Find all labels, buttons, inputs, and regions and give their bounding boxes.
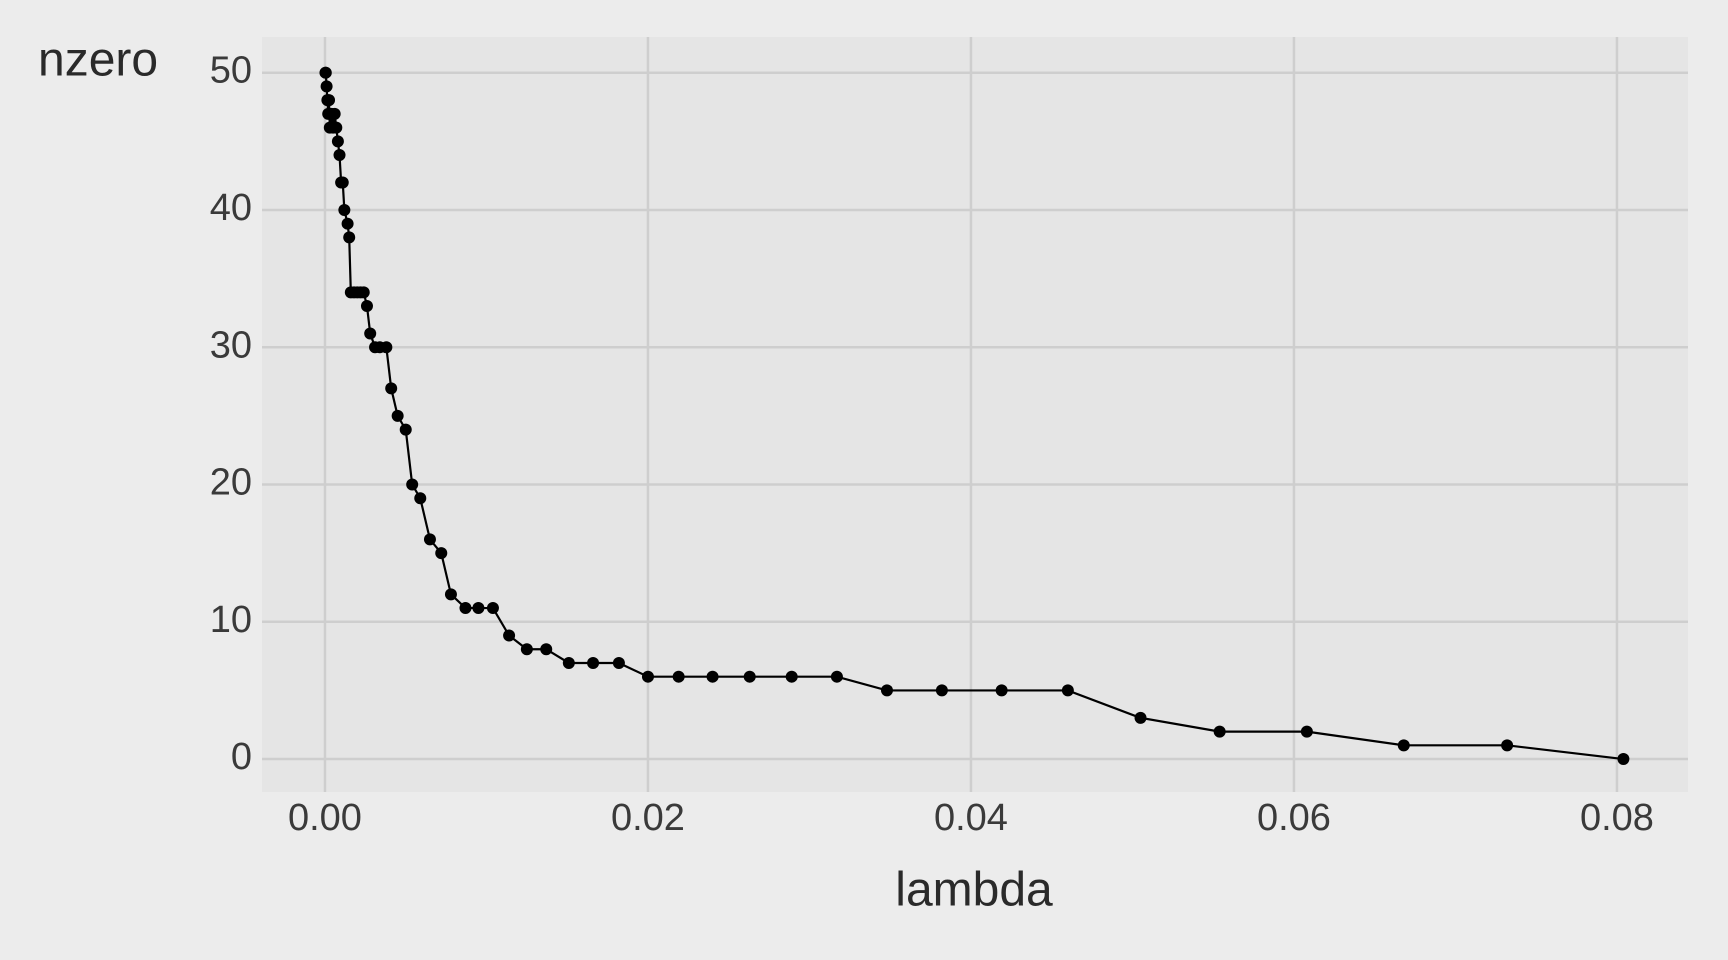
data-point bbox=[423, 533, 436, 546]
y-tick-label: 10 bbox=[210, 599, 252, 641]
y-tick-label: 0 bbox=[231, 736, 252, 778]
data-point bbox=[333, 149, 346, 162]
data-point bbox=[338, 203, 351, 216]
data-point bbox=[1213, 725, 1226, 738]
x-tick-label: 0.02 bbox=[611, 797, 685, 839]
data-point bbox=[880, 684, 893, 697]
data-point bbox=[785, 670, 798, 683]
data-point bbox=[935, 684, 948, 697]
x-tick-label: 0.04 bbox=[934, 797, 1008, 839]
data-point bbox=[321, 94, 334, 107]
data-point bbox=[344, 286, 357, 299]
data-point bbox=[399, 423, 412, 436]
data-point bbox=[391, 409, 404, 422]
data-point bbox=[435, 547, 448, 560]
panel bbox=[262, 37, 1688, 792]
data-point bbox=[335, 176, 348, 189]
data-point bbox=[331, 135, 344, 148]
data-point bbox=[343, 231, 356, 244]
data-point bbox=[414, 492, 427, 505]
data-point bbox=[369, 341, 382, 354]
data-point bbox=[672, 670, 685, 683]
data-point bbox=[830, 670, 843, 683]
y-tick-label: 40 bbox=[210, 187, 252, 229]
x-tick-label: 0.06 bbox=[1257, 797, 1331, 839]
y-tick-label: 30 bbox=[210, 324, 252, 366]
data-point bbox=[1300, 725, 1313, 738]
data-point bbox=[364, 327, 377, 340]
y-tick-label: 20 bbox=[210, 462, 252, 504]
data-point bbox=[341, 217, 354, 230]
data-point bbox=[323, 121, 336, 134]
data-point bbox=[319, 66, 332, 79]
data-point bbox=[1134, 711, 1147, 724]
x-tick-label: 0.00 bbox=[288, 797, 362, 839]
data-point bbox=[503, 629, 516, 642]
data-point bbox=[360, 300, 373, 313]
data-point bbox=[587, 656, 600, 669]
y-axis-label: nzero bbox=[38, 34, 158, 87]
data-point bbox=[743, 670, 756, 683]
data-point bbox=[322, 107, 335, 120]
data-point bbox=[1061, 684, 1074, 697]
data-point bbox=[562, 656, 575, 669]
data-point bbox=[706, 670, 719, 683]
data-point bbox=[641, 670, 654, 683]
data-point bbox=[995, 684, 1008, 697]
data-point bbox=[385, 382, 398, 395]
data-point bbox=[406, 478, 419, 491]
data-point bbox=[472, 602, 485, 615]
data-point bbox=[540, 643, 553, 656]
data-point bbox=[1617, 753, 1630, 766]
data-point bbox=[612, 656, 625, 669]
data-point bbox=[1501, 739, 1514, 752]
x-tick-label: 0.08 bbox=[1580, 797, 1654, 839]
y-tick-label: 50 bbox=[210, 50, 252, 92]
data-point bbox=[444, 588, 457, 601]
data-point bbox=[1397, 739, 1410, 752]
data-point bbox=[520, 643, 533, 656]
x-axis-label: lambda bbox=[895, 864, 1053, 917]
data-point bbox=[459, 602, 472, 615]
data-point bbox=[320, 80, 333, 93]
data-point bbox=[486, 602, 499, 615]
